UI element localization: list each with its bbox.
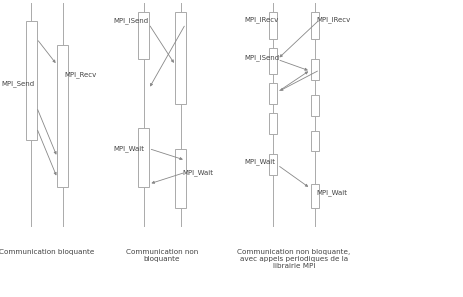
Bar [269, 48, 277, 74]
Text: MPI_Wait: MPI_Wait [182, 169, 213, 176]
Bar [269, 154, 277, 175]
Text: MPI_Send: MPI_Send [1, 80, 34, 86]
Bar [175, 12, 186, 104]
Text: MPI_IRecv: MPI_IRecv [244, 16, 278, 23]
Text: MPI_Wait: MPI_Wait [113, 145, 144, 152]
Bar [26, 21, 37, 140]
Bar [269, 83, 277, 104]
Bar [311, 131, 319, 151]
Bar [269, 113, 277, 134]
Bar [311, 12, 319, 39]
Bar [311, 95, 319, 116]
Text: MPI_Wait: MPI_Wait [316, 190, 347, 196]
Text: Communication bloquante: Communication bloquante [0, 249, 94, 255]
Bar [57, 45, 68, 187]
Text: Communication non bloquante,
avec appels periodiques de la
librairie MPI: Communication non bloquante, avec appels… [238, 249, 350, 269]
Bar [269, 12, 277, 39]
Text: MPI_Wait: MPI_Wait [244, 159, 275, 165]
Bar [138, 128, 149, 187]
Text: MPI_ISend: MPI_ISend [113, 18, 149, 24]
Bar [138, 12, 149, 59]
Text: MPI_IRecv: MPI_IRecv [316, 16, 350, 23]
Text: MPI_Recv: MPI_Recv [64, 71, 96, 78]
Text: Communication non
bloquante: Communication non bloquante [126, 249, 198, 263]
Bar [311, 59, 319, 80]
Bar [311, 184, 319, 208]
Text: MPI_ISend: MPI_ISend [244, 55, 279, 61]
Bar [175, 148, 186, 208]
